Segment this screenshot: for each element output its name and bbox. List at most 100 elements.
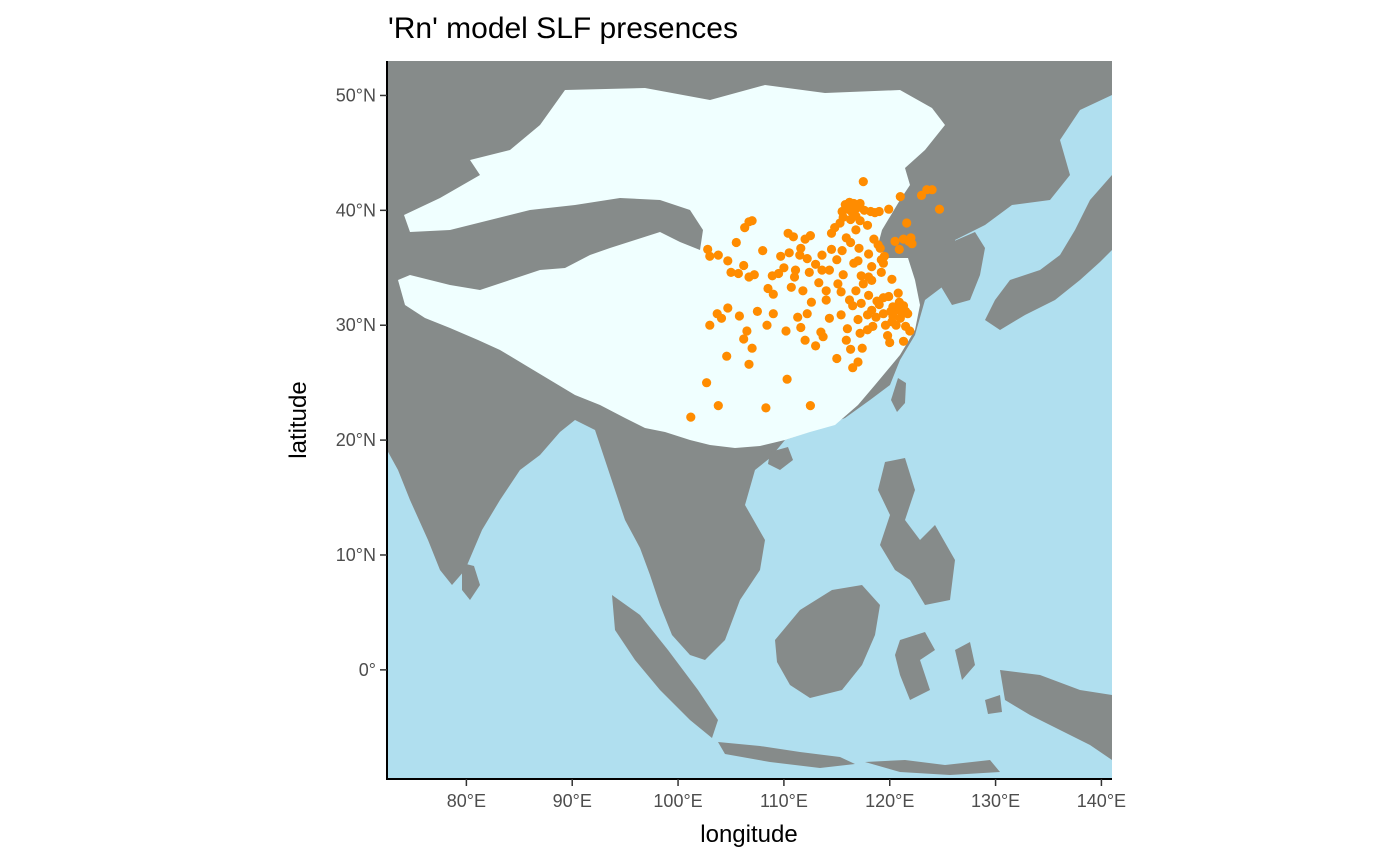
land-moluccas (955, 642, 1002, 714)
presence-point (826, 244, 837, 254)
presence-point (873, 240, 883, 250)
presence-point (876, 267, 886, 277)
presence-point (723, 256, 733, 266)
presence-point (836, 287, 846, 297)
presence-point (796, 243, 806, 253)
presence-point (821, 295, 831, 305)
presence-point (851, 225, 861, 235)
presence-point (846, 344, 856, 354)
land-borneo (775, 585, 880, 698)
presence-point (851, 286, 861, 296)
presence-point (906, 233, 916, 243)
presence-point (790, 265, 801, 275)
presence-point (855, 328, 865, 338)
presence-point (788, 232, 799, 242)
presence-point (864, 249, 874, 259)
presence-point (814, 278, 824, 288)
x-tick-label: 140°E (1077, 791, 1126, 811)
presence-point (841, 335, 851, 345)
presence-point (848, 363, 858, 373)
presence-point (712, 309, 722, 319)
y-axis-title: latitude (285, 381, 312, 458)
presence-point (864, 272, 874, 282)
presence-point (833, 279, 843, 289)
presence-point (713, 401, 723, 411)
x-tick-label: 130°E (971, 791, 1020, 811)
presence-point (836, 310, 846, 320)
presence-point (903, 309, 913, 319)
presence-point (893, 288, 903, 298)
x-tick-label: 100°E (653, 791, 702, 811)
presence-point (846, 237, 856, 248)
land-korea (940, 232, 985, 305)
presence-point (762, 320, 772, 330)
presence-point (796, 322, 806, 333)
presence-point (858, 279, 868, 289)
presence-point (811, 259, 821, 269)
presence-point (726, 267, 736, 277)
presence-point (752, 306, 763, 316)
map-title: 'Rn' model SLF presences (388, 12, 738, 45)
presence-point (871, 312, 881, 322)
presence-point (795, 250, 805, 260)
presence-point (854, 243, 864, 253)
presence-point (934, 204, 945, 214)
presence-point (844, 295, 855, 305)
presence-point (895, 192, 905, 202)
presence-point (832, 353, 842, 364)
presence-point (806, 297, 817, 307)
land-philippines (878, 458, 955, 605)
presence-point (821, 286, 831, 296)
presence-points (686, 177, 945, 422)
presence-point (894, 244, 904, 254)
presence-point (830, 223, 840, 233)
y-tick-label: 0° (359, 660, 376, 680)
presence-point (786, 282, 796, 292)
presence-point (747, 216, 757, 226)
presence-point (800, 335, 810, 345)
y-tick-label: 30°N (336, 315, 376, 335)
presence-point (739, 334, 749, 344)
presence-point (817, 250, 827, 260)
presence-point (902, 218, 912, 228)
presence-point (898, 301, 909, 311)
presence-point (867, 262, 877, 272)
presence-point (703, 244, 713, 254)
land-lesser-sunda (865, 760, 1000, 775)
presence-point (744, 272, 754, 282)
presence-point (858, 177, 868, 187)
presence-point (802, 254, 812, 264)
land-java (718, 742, 855, 768)
presence-point (856, 298, 866, 308)
presence-point (887, 274, 897, 284)
presence-point (776, 251, 786, 261)
presence-point (898, 336, 909, 346)
presence-point (811, 341, 821, 351)
presence-point (878, 309, 889, 319)
land-taiwan (891, 378, 906, 412)
y-tick-label: 50°N (336, 85, 376, 105)
land-japan (985, 175, 1112, 330)
presence-point (802, 309, 812, 319)
presence-point (880, 320, 891, 330)
presence-point (846, 214, 856, 225)
presence-point (824, 313, 835, 323)
presence-point (739, 260, 749, 271)
land-hainan (768, 447, 793, 470)
presence-point (779, 263, 789, 273)
presence-point (804, 267, 814, 277)
presence-point (890, 236, 900, 246)
presence-point (842, 324, 853, 334)
y-axis-ticks: 0° 10°N 20°N 30°N 40°N 50°N (336, 85, 387, 680)
land-new-guinea (1000, 670, 1112, 760)
presence-point (761, 403, 771, 413)
presence-point (747, 343, 757, 353)
x-tick-label: 90°E (553, 791, 592, 811)
y-tick-label: 40°N (336, 200, 376, 220)
presence-point (883, 331, 893, 341)
presence-point (905, 326, 915, 336)
presence-point (744, 359, 754, 369)
presence-point (895, 313, 905, 323)
presence-point (884, 204, 894, 214)
